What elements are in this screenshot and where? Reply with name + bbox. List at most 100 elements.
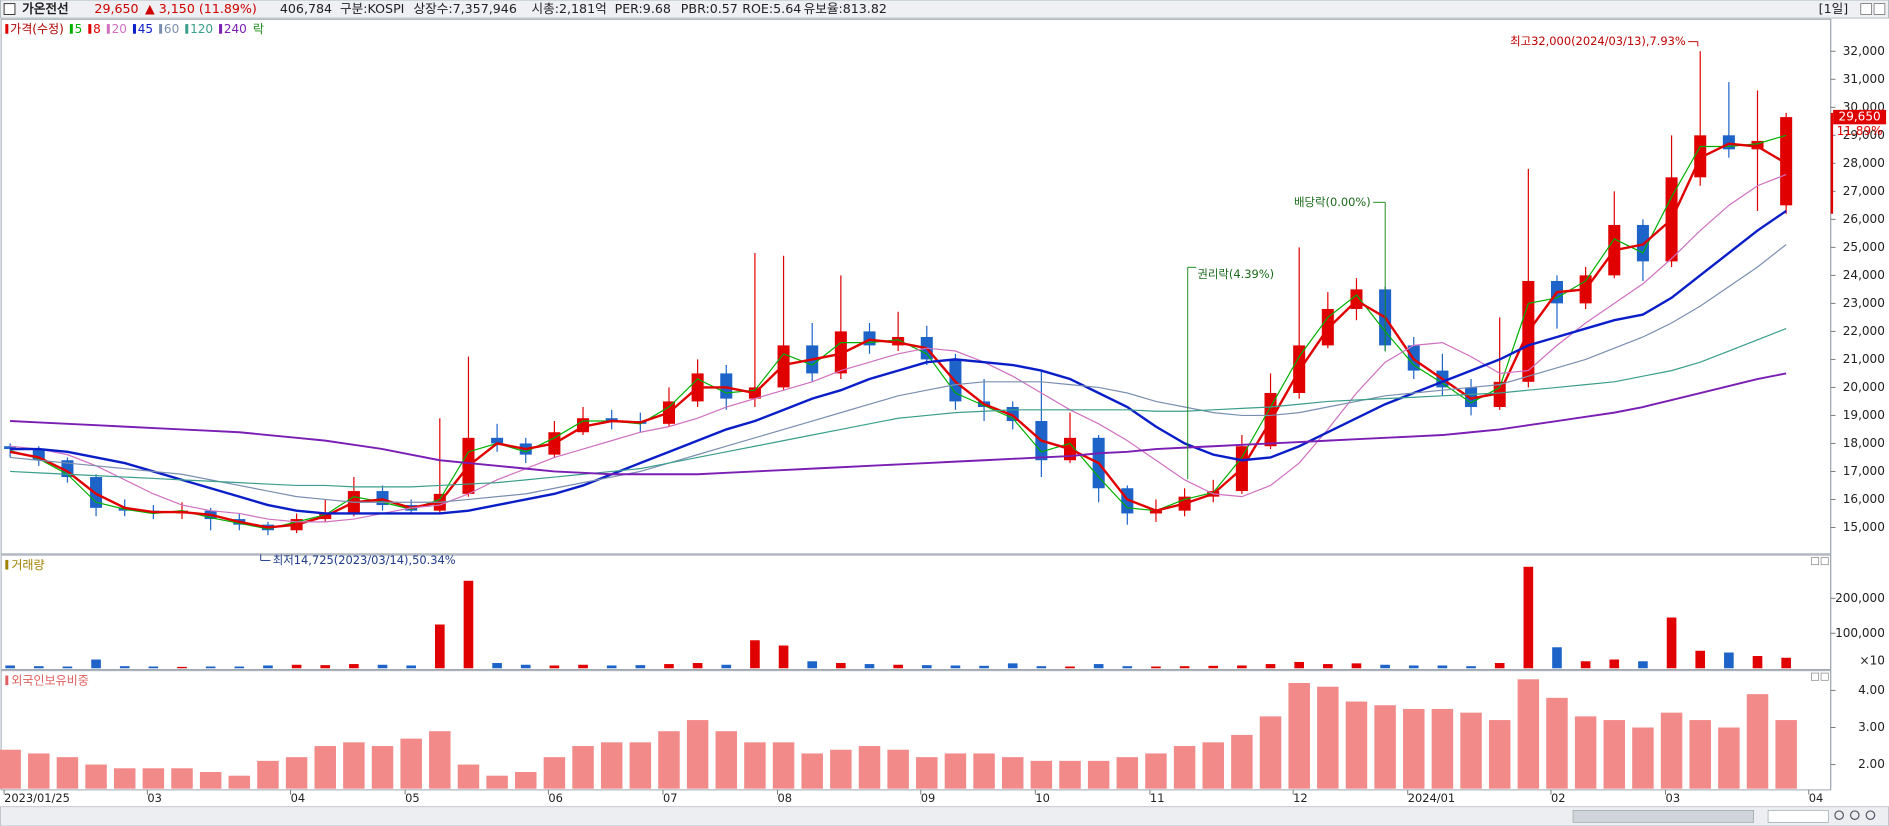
x-tick-label: 03 (1666, 791, 1681, 805)
volume: 406,784 (280, 1, 332, 16)
bar (377, 664, 388, 669)
bar (1116, 757, 1139, 789)
y-tick-label: 18,000 (1843, 436, 1885, 450)
bar (830, 749, 852, 789)
y-tick-label: 31,000 (1843, 72, 1885, 86)
stock-name: 가온전선 (22, 1, 68, 16)
bar (0, 749, 21, 789)
bar (778, 645, 789, 669)
legend-label: 락 (253, 22, 264, 36)
legend-label: 20 (112, 22, 127, 36)
checkbox[interactable] (3, 3, 16, 15)
scroll-thumb[interactable] (1572, 809, 1755, 823)
bar (572, 746, 594, 789)
bar (234, 666, 245, 669)
panel-button[interactable] (1820, 557, 1829, 566)
y-tick-label: 28,000 (1843, 156, 1885, 170)
bar (515, 771, 537, 789)
legend-label: 240 (224, 22, 247, 36)
panel-swatch (5, 675, 9, 686)
bar (629, 742, 652, 789)
ma-line (10, 244, 1787, 503)
bar (606, 665, 617, 669)
bar (836, 663, 846, 669)
range-bar (1830, 112, 1834, 214)
bar (1724, 652, 1734, 669)
bar (664, 664, 674, 669)
y-tick-label: 32,000 (1843, 44, 1885, 58)
y-tick-label: 21,000 (1843, 352, 1885, 366)
close-button[interactable] (1873, 3, 1886, 15)
reserve-ratio: 유보율:813.82 (804, 1, 887, 16)
candle-body (720, 373, 733, 399)
legend-label: 45 (138, 22, 153, 36)
x-tick-label: 03 (147, 791, 162, 805)
bar (257, 760, 279, 789)
bar (1351, 663, 1362, 669)
zoom-icon[interactable] (1849, 810, 1860, 820)
panel-button[interactable] (1820, 672, 1829, 681)
bar (1403, 708, 1425, 789)
legend-label: 120 (190, 22, 213, 36)
y-tick-label: 15,000 (1843, 520, 1885, 534)
bar (291, 664, 302, 669)
zoom-icon[interactable] (1865, 810, 1876, 820)
bar (1603, 720, 1626, 789)
bar (1065, 666, 1075, 669)
y-tick-label: 20,000 (1843, 380, 1885, 394)
shares: 상장수:7,357,946 (414, 1, 517, 16)
legend-swatch (219, 24, 223, 34)
ma-line (10, 328, 1787, 488)
bar (807, 661, 818, 669)
x-tick-label: 09 (921, 791, 936, 805)
panel-button[interactable] (1811, 672, 1820, 681)
bar (1323, 664, 1333, 669)
candle-body (1751, 140, 1764, 150)
zoom-slider[interactable] (1767, 809, 1829, 823)
market: 구분:KOSPI (340, 1, 404, 16)
bar (263, 665, 273, 669)
legend-swatch (159, 24, 163, 34)
legend-swatch (185, 24, 189, 34)
price-tag (1833, 109, 1887, 125)
bar (658, 731, 680, 789)
y-tick-label: 2.00 (1858, 757, 1885, 771)
y-tick-label: 17,000 (1843, 464, 1885, 478)
candle-body (892, 336, 905, 346)
period[interactable]: [1일] (1819, 1, 1849, 16)
candle-body (32, 449, 45, 461)
bar (56, 757, 79, 789)
bar (1202, 742, 1224, 789)
bar (1374, 705, 1396, 789)
bar (1237, 665, 1247, 669)
bar (1231, 734, 1253, 789)
zoom-icon[interactable] (1834, 810, 1844, 820)
per: PER:9.68 (615, 1, 671, 16)
bar (1208, 665, 1219, 669)
bar (28, 753, 50, 789)
market-cap: 시총:2,181억 (532, 1, 607, 16)
bar (1781, 657, 1791, 669)
y-tick-label: 4.00 (1858, 683, 1885, 697)
bar (1666, 617, 1677, 669)
bar (1437, 665, 1448, 669)
bar (750, 640, 760, 669)
x-tick-label: 2023/01/25 (4, 791, 70, 805)
bar (1494, 663, 1505, 669)
bar (950, 665, 961, 669)
x-tick-label: 04 (1809, 791, 1824, 805)
candle-body (4, 446, 17, 450)
bar (1122, 666, 1133, 669)
x-tick-label: 05 (405, 791, 420, 805)
panel-button[interactable] (1811, 557, 1820, 566)
bar (916, 757, 938, 789)
ma-line (10, 173, 1787, 523)
ma-line (10, 209, 1787, 515)
window-button[interactable] (1860, 3, 1873, 15)
rights-annotation: 권리락(4.39%) (1197, 267, 1274, 281)
panel-swatch (5, 559, 9, 570)
bar (492, 663, 502, 669)
bar (434, 624, 445, 669)
unit-label: ×10 (1859, 654, 1884, 668)
bar (864, 664, 875, 669)
